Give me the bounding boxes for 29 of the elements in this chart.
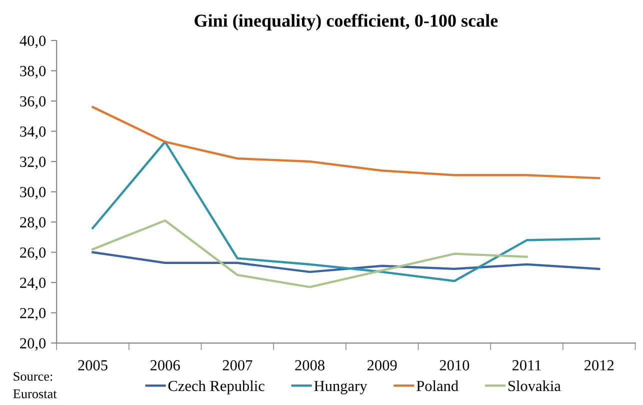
x-tick-label: 2011 <box>512 360 541 370</box>
y-tick-label: 38,0 <box>20 66 46 78</box>
legend-label: Slovakia <box>508 380 561 392</box>
y-tick-label: 24,0 <box>20 278 46 290</box>
y-tick-label: 32,0 <box>20 156 46 170</box>
y-tick-label: 28,0 <box>20 217 46 230</box>
legend-label: Poland <box>416 380 458 392</box>
y-tick-label: 40,0 <box>20 36 46 48</box>
legend-label: Czech Republic <box>168 380 264 394</box>
y-tick-label: 20,0 <box>20 338 46 351</box>
line-series <box>92 140 600 282</box>
y-tick-label: 22,0 <box>20 308 46 320</box>
line-series <box>92 106 600 180</box>
x-tick-label: 2007 <box>222 360 252 370</box>
y-tick-label: 34,0 <box>20 126 46 139</box>
source-note: Source: Eurostat <box>13 372 57 398</box>
x-tick-label: 2006 <box>150 360 180 370</box>
x-tick-label: 2010 <box>440 360 470 370</box>
x-tick-label: 2008 <box>295 360 324 370</box>
legend-label: Hungary <box>314 380 368 394</box>
y-tick-label: 36,0 <box>20 96 46 109</box>
x-tick-label: 2009 <box>367 360 397 370</box>
y-tick-label: 30,0 <box>20 186 46 200</box>
chart-title: Gini (inequality) coefficient, 0-100 scale <box>194 14 498 31</box>
line-series <box>92 219 528 288</box>
x-tick-label: 2012 <box>584 360 614 370</box>
y-tick-label: 26,0 <box>20 247 46 260</box>
x-tick-label: 2005 <box>78 360 108 370</box>
line-series <box>92 251 600 274</box>
